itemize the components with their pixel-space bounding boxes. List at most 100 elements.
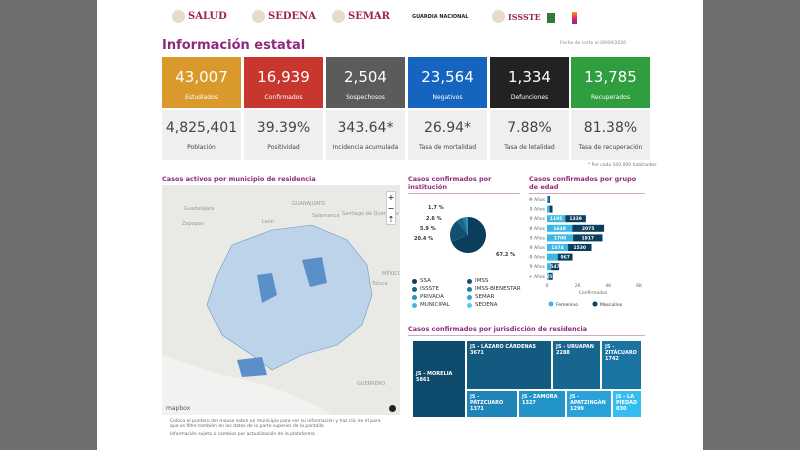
info-icon[interactable] [389, 405, 396, 412]
age-bar[interactable] [547, 244, 569, 251]
age-bar[interactable] [572, 224, 605, 232]
metric-label: Tasa de letalidad [504, 144, 555, 151]
zoom-out-button[interactable]: − [387, 204, 395, 213]
age-bar[interactable] [548, 272, 553, 280]
legend-swatch [467, 286, 472, 292]
age-bar[interactable] [565, 215, 586, 223]
treemap-cell[interactable]: JS - ZITÁCUARO 1742 [601, 340, 642, 390]
treemap-cell[interactable]: JS - APATZINGÁN 1299 [566, 390, 612, 418]
age-bar[interactable] [547, 215, 566, 223]
age-legend-label[interactable]: Masculino [600, 302, 623, 308]
age-data-label: 1917 [581, 235, 594, 241]
age-tick-label: 30-39 Años [529, 226, 546, 232]
stat-value: 2,504 [344, 68, 387, 86]
x-tick-label: 2K [575, 283, 582, 289]
pie-legend-item[interactable]: MUNICIPAL [412, 302, 450, 308]
legend-swatch [548, 301, 554, 307]
jurisdiction-value: 1299 [570, 406, 584, 412]
treemap-cell[interactable]: JS - LA PIEDAD 830 [612, 390, 642, 418]
zoom-in-button[interactable]: + [387, 193, 395, 202]
map-svg[interactable]: Guadalajara GUANAJUATO Santiago de Queréta… [162, 185, 400, 415]
note-2: Información sujeta a cambios por actuali… [170, 432, 315, 437]
stat-label: Defunciones [510, 94, 549, 101]
legend-label: ISSSTE [420, 286, 439, 292]
metric-value: 39.39% [256, 120, 311, 136]
age-data-label: 1195 [550, 216, 563, 222]
pie-legend-item[interactable]: ISSSTE [412, 286, 439, 292]
age-bar[interactable] [547, 263, 551, 271]
age-bar[interactable] [568, 244, 592, 251]
treemap-cell[interactable]: JS - LÁZARO CÁRDENAS 3671 [466, 340, 552, 390]
legend-label: SEMAR [475, 294, 495, 300]
age-bar[interactable] [549, 205, 553, 213]
logo-guardia-nacional: GUARDIA NACIONAL [412, 14, 469, 20]
age-data-label: 1700 [554, 235, 567, 241]
mapbox-attribution[interactable]: mapbox [166, 405, 191, 412]
age-tick-label: 40-49 Años [529, 235, 546, 241]
age-bar[interactable] [573, 234, 603, 242]
age-data-label: 1649 [553, 226, 566, 232]
treemap-cell[interactable]: JS - ZAMORA 1327 [518, 390, 566, 418]
stat-label: Recuperados [591, 94, 630, 101]
pie-legend-item[interactable]: SSA [412, 278, 431, 284]
pie-legend-item[interactable]: SEMAR [467, 294, 494, 300]
age-bar[interactable] [547, 196, 549, 203]
pie-legend-item[interactable]: SEDENA [467, 302, 498, 308]
age-bar[interactable] [547, 205, 550, 213]
logo-issste: ISSSTE [492, 10, 541, 23]
stat-value: 13,785 [584, 68, 637, 86]
stat-label: Sospechosos [346, 94, 385, 101]
age-legend-label[interactable]: Femenino [556, 302, 578, 308]
cutoff-date: Fecha de corte al 09/09/2020 [560, 41, 627, 46]
zoom-controls[interactable]: + − ⇡ [386, 191, 396, 225]
legend-swatch [467, 302, 472, 308]
age-tick-label: 10-19 Años [529, 207, 546, 213]
stat-card[interactable]: 23,564 Negativos 26.94* Tasa de mortalidad [408, 57, 487, 160]
age-bar[interactable] [547, 224, 573, 232]
treemap-cell[interactable]: JS - URUAPAN 2288 [552, 340, 601, 390]
age-bar[interactable] [548, 196, 550, 203]
pie-slice[interactable] [451, 217, 486, 253]
jurisdiction-value: 1327 [522, 400, 536, 406]
pie-title: Casos confirmados por institución [408, 175, 520, 194]
stat-value: 1,334 [508, 68, 551, 86]
age-bar[interactable] [547, 234, 574, 242]
stat-card[interactable]: 43,007 Estudiados 4,825,401 Población [162, 57, 241, 160]
age-tick-label: 50-59 Años [529, 245, 546, 251]
age-tick-label: 80 y + Años [529, 274, 546, 280]
stat-card[interactable]: 1,334 Defunciones 7.88% Tasa de letalidad [490, 57, 569, 160]
stat-card[interactable]: 16,939 Confirmados 39.39% Positividad [244, 57, 323, 160]
jurisdiction-value: 2288 [556, 350, 570, 356]
compass-button[interactable]: ⇡ [387, 215, 395, 224]
legend-swatch [467, 278, 472, 284]
pie-slice[interactable] [457, 217, 468, 235]
treemap-cell[interactable]: JS - MORELIA 5861 [412, 340, 466, 418]
pie-legend-item[interactable]: IMSS [467, 278, 488, 284]
svg-text:Salamanca: Salamanca [312, 213, 340, 219]
pie-legend-item[interactable]: IMSS-BIENESTAR [467, 286, 521, 292]
metric-label: Positividad [267, 144, 300, 151]
page-title: Información estatal [162, 38, 306, 53]
jurisdiction-name: JS - URUAPAN [556, 344, 594, 350]
municipality-map[interactable]: Guadalajara GUANAJUATO Santiago de Queréta… [162, 185, 400, 415]
pie-legend-item[interactable]: PRIVADA [412, 294, 444, 300]
pie-slice[interactable] [463, 217, 468, 235]
age-data-label: 547 [550, 264, 559, 270]
age-data-label: 1339 [569, 216, 582, 222]
age-bar[interactable] [547, 272, 549, 280]
metric-label: Tasa de mortalidad [418, 144, 477, 151]
metric-value: 4,825,401 [165, 120, 238, 136]
stat-label: Estudiados [185, 94, 218, 101]
pie-slice[interactable] [450, 220, 468, 242]
legend-swatch [412, 294, 417, 300]
age-bar[interactable] [550, 263, 560, 271]
treemap-cell[interactable]: JS - PÁTZCUARO 1371 [466, 390, 518, 418]
stat-card[interactable]: 13,785 Recuperados 81.38% Tasa de recuperac… [571, 57, 650, 160]
age-bar[interactable] [557, 253, 573, 261]
pie-slice[interactable] [466, 217, 468, 235]
stat-card[interactable]: 2,504 Sospechosos 343.64* Incidencia acumul… [326, 57, 405, 160]
logo-secretaria-icon [572, 12, 577, 24]
age-tick-label: 70-79 Años [529, 264, 546, 270]
age-bar[interactable] [547, 253, 558, 261]
age-tick-label: 60-69 Años [529, 255, 546, 261]
